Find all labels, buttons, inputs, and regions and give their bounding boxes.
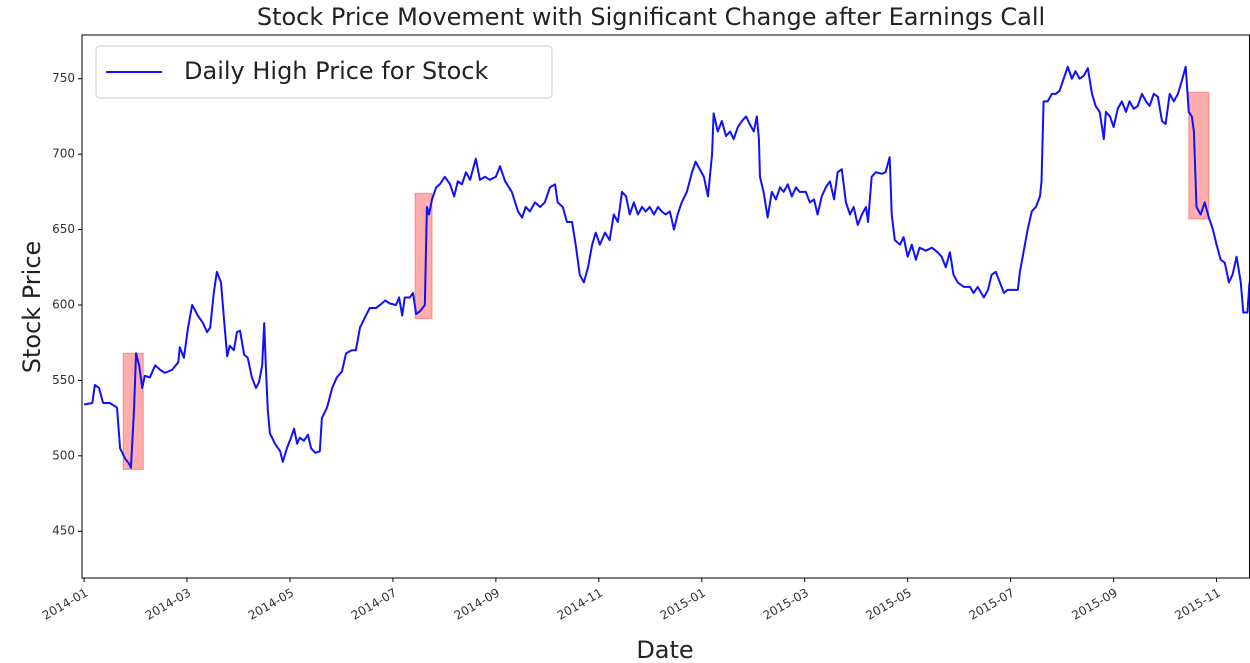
- x-tick-label: 2014-03: [143, 586, 193, 623]
- x-tick-label: 2015-09: [1069, 586, 1119, 623]
- x-tick-label: 2014-01: [40, 586, 90, 623]
- x-tick-label: 2014-09: [452, 586, 502, 623]
- highlight-box: [414, 192, 433, 320]
- legend: Daily High Price for Stock: [95, 45, 553, 99]
- x-tick-label: 2015-07: [966, 586, 1016, 623]
- y-axis-label: Stock Price: [18, 241, 46, 374]
- price-line: [83, 65, 1250, 469]
- legend-box: [95, 45, 553, 99]
- chart-title: Stock Price Movement with Significant Ch…: [257, 3, 1045, 31]
- x-tick-label: 2014-05: [246, 586, 296, 623]
- x-tick-label: 2015-11: [1172, 586, 1222, 623]
- highlight-box: [1188, 91, 1210, 220]
- plot-frame: [81, 34, 1250, 579]
- y-tick-label: 450: [52, 524, 75, 538]
- y-tick-label: 500: [52, 448, 75, 462]
- x-tick-label: 2015-01: [658, 586, 708, 623]
- y-tick-label: 750: [52, 71, 75, 85]
- y-tick-label: 550: [52, 373, 75, 387]
- y-tick-label: 700: [52, 147, 75, 161]
- y-tick-label: 600: [52, 297, 75, 311]
- legend-label: Daily High Price for Stock: [184, 57, 488, 85]
- x-axis-label: Date: [636, 636, 693, 663]
- x-tick-label: 2014-11: [555, 586, 605, 623]
- y-tick-label: 650: [52, 222, 75, 236]
- x-tick-label: 2015-03: [761, 586, 811, 623]
- x-tick-label: 2015-05: [864, 586, 914, 623]
- x-tick-label: 2014-07: [349, 586, 399, 623]
